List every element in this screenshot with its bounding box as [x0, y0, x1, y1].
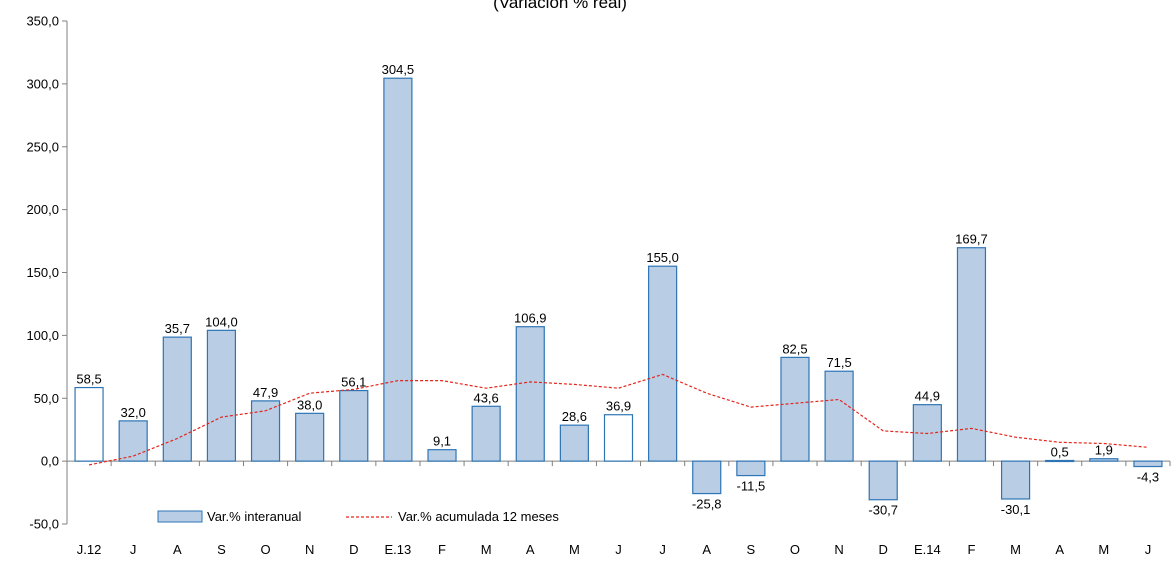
chart-title: (Variación % real) — [493, 0, 627, 12]
legend: Var.% interanual Var.% acumulada 12 mese… — [157, 509, 559, 524]
x-tick-label: J.12 — [77, 542, 102, 557]
bar-data-label: 155,0 — [646, 250, 679, 265]
bar-data-label: -30,1 — [1001, 502, 1031, 517]
bar — [427, 449, 457, 462]
x-tick-label: A — [1055, 542, 1064, 557]
x-tick-label: M — [1098, 542, 1109, 557]
bar-data-label: 304,5 — [382, 62, 415, 77]
bar-data-label: 35,7 — [165, 321, 190, 336]
bar-data-label: 47,9 — [253, 385, 278, 400]
bar — [162, 336, 192, 462]
bar-data-label: 106,9 — [514, 311, 547, 326]
bar — [118, 420, 148, 462]
x-tick-label: O — [790, 542, 800, 557]
bar-data-label: -30,7 — [868, 503, 898, 518]
x-tick-label: A — [173, 542, 182, 557]
x-tick-label: M — [1010, 542, 1021, 557]
x-tick-label: J — [1145, 542, 1152, 557]
bar — [1133, 460, 1163, 468]
x-axis: J.12 J A S O N D E.13 F M A M J J A S O N D E.14 F M A M J — [77, 542, 1151, 557]
y-axis: -50,0 0,0 50,0 100,0 150,0 200,0 250,0 300,0 350… — [26, 14, 1171, 532]
x-tick-label: D — [349, 542, 358, 557]
bar — [780, 356, 810, 462]
x-tick-label: F — [438, 542, 446, 557]
bar — [868, 460, 898, 501]
x-tick-label: D — [879, 542, 888, 557]
bar-data-label: 9,1 — [433, 434, 451, 449]
bar-data-label: 169,7 — [955, 232, 988, 247]
data-labels: 58,5 32,0 35,7 104,0 47,9 38,0 56,1 304,5 9,1 43,… — [76, 62, 1159, 518]
x-tick-label: S — [747, 542, 756, 557]
bar-data-label: -11,5 — [737, 479, 766, 494]
bar-data-label: -4,3 — [1137, 470, 1159, 485]
y-tick-label: 250,0 — [26, 139, 59, 154]
bar-data-label: 0,5 — [1051, 444, 1069, 459]
bar — [603, 414, 634, 462]
bar-data-label: 36,9 — [606, 399, 631, 414]
y-tick-label: 100,0 — [26, 328, 59, 343]
bar — [1000, 460, 1031, 500]
bar-data-label: 56,1 — [341, 375, 366, 390]
bar — [339, 389, 369, 462]
bar — [74, 386, 104, 462]
bar — [824, 370, 854, 462]
bar — [295, 412, 325, 462]
legend-swatch-bar — [157, 510, 203, 523]
x-tick-label: E.13 — [385, 542, 412, 557]
bar — [383, 77, 413, 462]
bar-data-label: 32,0 — [121, 405, 146, 420]
bar — [559, 424, 589, 462]
bar-data-label: -25,8 — [692, 497, 722, 512]
x-tick-label: M — [481, 542, 492, 557]
bar-data-label: 28,6 — [562, 409, 587, 424]
accumulated-line — [88, 373, 1148, 466]
x-tick-label: J — [659, 542, 666, 557]
bar-data-label: 38,0 — [297, 397, 322, 412]
bar — [736, 460, 766, 477]
y-tick-label: 150,0 — [26, 265, 59, 280]
bar — [250, 400, 281, 462]
bar — [515, 326, 545, 462]
bar — [1089, 458, 1119, 462]
bar — [471, 405, 501, 462]
x-tick-label: A — [702, 542, 711, 557]
y-tick-label: 50,0 — [34, 391, 59, 406]
bar — [1045, 459, 1075, 463]
x-tick-label: N — [834, 542, 843, 557]
y-tick-label: 0,0 — [41, 454, 59, 469]
y-tick-label: 300,0 — [26, 76, 59, 91]
legend-label-bar: Var.% interanual — [207, 509, 302, 524]
bar-data-label: 82,5 — [782, 341, 807, 356]
x-tick-label: F — [967, 542, 975, 557]
x-tick-label: E.14 — [914, 542, 941, 557]
bar — [956, 247, 987, 462]
bar-data-label: 1,9 — [1095, 443, 1113, 458]
bar-data-label: 71,5 — [826, 355, 851, 370]
y-tick-label: 200,0 — [26, 202, 59, 217]
x-tick-label: N — [305, 542, 314, 557]
bar — [206, 329, 237, 462]
x-tick-label: J — [130, 542, 137, 557]
x-tick-label: J — [615, 542, 622, 557]
x-tick-label: S — [217, 542, 226, 557]
x-tick-label: A — [526, 542, 535, 557]
bar-data-label: 43,6 — [473, 390, 498, 405]
line-series — [88, 373, 1148, 466]
x-tick-label: M — [569, 542, 580, 557]
bar — [648, 265, 678, 462]
bar — [692, 460, 722, 495]
y-tick-label: -50,0 — [29, 517, 59, 532]
bar-series — [74, 77, 1163, 501]
x-tick-label: O — [260, 542, 270, 557]
bar-data-label: 44,9 — [915, 389, 940, 404]
y-tick-label: 350,0 — [26, 14, 59, 29]
legend-label-line: Var.% acumulada 12 meses — [398, 509, 559, 524]
bar-data-label: 58,5 — [76, 372, 101, 387]
bar-data-label: 104,0 — [205, 314, 238, 329]
